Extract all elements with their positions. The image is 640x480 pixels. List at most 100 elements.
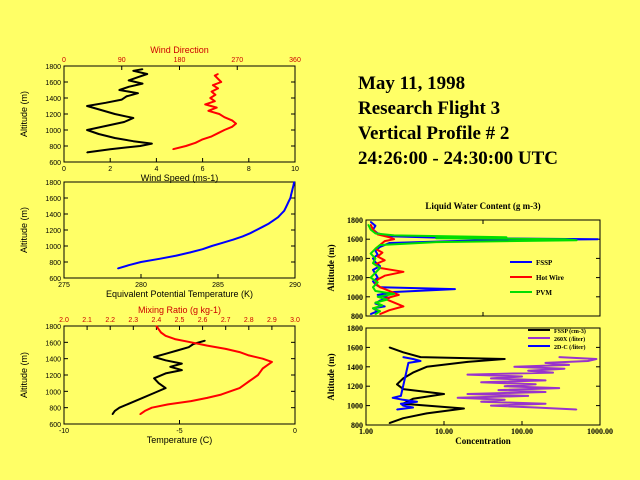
data-point bbox=[86, 151, 88, 154]
data-point bbox=[174, 338, 176, 340]
data-point bbox=[139, 413, 141, 416]
data-point bbox=[376, 294, 379, 296]
legend-label: Hot Wire bbox=[536, 274, 564, 282]
data-point bbox=[388, 290, 391, 292]
data-point bbox=[204, 339, 206, 342]
data-point bbox=[160, 331, 162, 334]
data-point bbox=[288, 200, 290, 202]
y-tick-label: 1200 bbox=[45, 112, 61, 119]
data-point bbox=[393, 238, 395, 240]
data-point bbox=[383, 305, 386, 308]
y-axis-label: Altitude (m) bbox=[19, 352, 29, 398]
data-point bbox=[218, 113, 221, 115]
x-tick-label: 100.00 bbox=[511, 427, 533, 436]
data-point bbox=[388, 242, 391, 244]
data-point bbox=[374, 301, 377, 304]
chart-lwc: 800 1000 1200 1400 1600 1800 Liquid Water Cont… bbox=[326, 201, 601, 321]
data-point bbox=[190, 341, 192, 344]
flight-number: Research Flight 3 bbox=[358, 98, 501, 119]
legend-label: 260X (/liter) bbox=[554, 336, 585, 343]
data-point bbox=[215, 106, 218, 109]
data-point bbox=[369, 224, 372, 226]
data-point bbox=[596, 238, 599, 240]
data-point bbox=[376, 296, 379, 298]
data-point bbox=[223, 129, 226, 131]
data-point bbox=[140, 261, 142, 263]
y-tick-label: 800 bbox=[351, 312, 363, 321]
y-tick-label: 1600 bbox=[45, 196, 61, 203]
data-point bbox=[271, 361, 273, 363]
data-point bbox=[266, 364, 269, 367]
data-point bbox=[534, 383, 537, 386]
data-point bbox=[374, 261, 377, 264]
data-point bbox=[210, 90, 213, 93]
data-point bbox=[412, 398, 414, 400]
data-point bbox=[393, 301, 395, 304]
data-point bbox=[383, 259, 386, 262]
data-point bbox=[402, 271, 405, 273]
y-tick-label: 1800 bbox=[347, 216, 363, 225]
y-tick-label: 1600 bbox=[347, 235, 363, 244]
series-black-line bbox=[111, 339, 206, 415]
data-point bbox=[280, 213, 282, 215]
data-point bbox=[201, 248, 204, 250]
y-tick-label: 1200 bbox=[347, 274, 363, 283]
y-tick-label: 1600 bbox=[45, 80, 61, 87]
y-tick-label: 1400 bbox=[45, 357, 61, 364]
data-point bbox=[480, 400, 483, 403]
x-tick-label: 6 bbox=[201, 166, 205, 173]
y-tick-label: 1000 bbox=[347, 402, 363, 411]
y-tick-label: 1000 bbox=[45, 244, 61, 251]
data-point bbox=[190, 400, 192, 402]
data-point bbox=[503, 399, 506, 401]
data-point bbox=[164, 353, 167, 355]
x2-tick-label: 180 bbox=[174, 57, 186, 64]
data-point bbox=[212, 84, 214, 86]
data-point bbox=[480, 381, 483, 384]
data-point bbox=[167, 403, 169, 406]
y-tick-label: 600 bbox=[49, 160, 61, 167]
data-point bbox=[558, 387, 560, 389]
data-point bbox=[157, 382, 160, 385]
data-point bbox=[396, 408, 398, 411]
data-point bbox=[534, 406, 537, 409]
data-point bbox=[400, 395, 402, 397]
data-point bbox=[412, 358, 414, 360]
data-point bbox=[490, 377, 492, 380]
data-point bbox=[575, 408, 578, 411]
data-point bbox=[201, 138, 203, 141]
data-point bbox=[393, 234, 395, 237]
x2-tick-label: 2.2 bbox=[105, 317, 115, 324]
data-point bbox=[235, 122, 237, 125]
data-point bbox=[223, 116, 226, 118]
data-point bbox=[127, 264, 130, 267]
data-point bbox=[185, 145, 187, 147]
data-point bbox=[595, 358, 598, 360]
data-point bbox=[114, 137, 116, 139]
data-point bbox=[231, 126, 233, 128]
data-point bbox=[398, 294, 400, 296]
data-point bbox=[127, 86, 130, 88]
data-point bbox=[214, 74, 216, 77]
flight-date: May 11, 1998 bbox=[358, 73, 466, 94]
legend-label: 2D-C (/liter) bbox=[554, 344, 586, 351]
x2-tick-label: 2.4 bbox=[152, 317, 162, 324]
data-point bbox=[132, 70, 135, 72]
data-point bbox=[111, 413, 114, 416]
data-point bbox=[139, 145, 141, 147]
data-point bbox=[289, 197, 292, 199]
x2-tick-label: 2.3 bbox=[128, 317, 138, 324]
data-point bbox=[400, 402, 402, 405]
data-point bbox=[454, 288, 456, 290]
x-tick-label: 290 bbox=[289, 282, 301, 289]
data-point bbox=[210, 135, 213, 138]
data-point bbox=[376, 281, 379, 284]
data-point bbox=[544, 402, 547, 405]
data-point bbox=[86, 129, 88, 131]
x2-tick-label: 2.9 bbox=[267, 317, 277, 324]
data-point bbox=[490, 404, 492, 407]
data-point bbox=[388, 309, 391, 312]
data-point bbox=[379, 310, 381, 313]
